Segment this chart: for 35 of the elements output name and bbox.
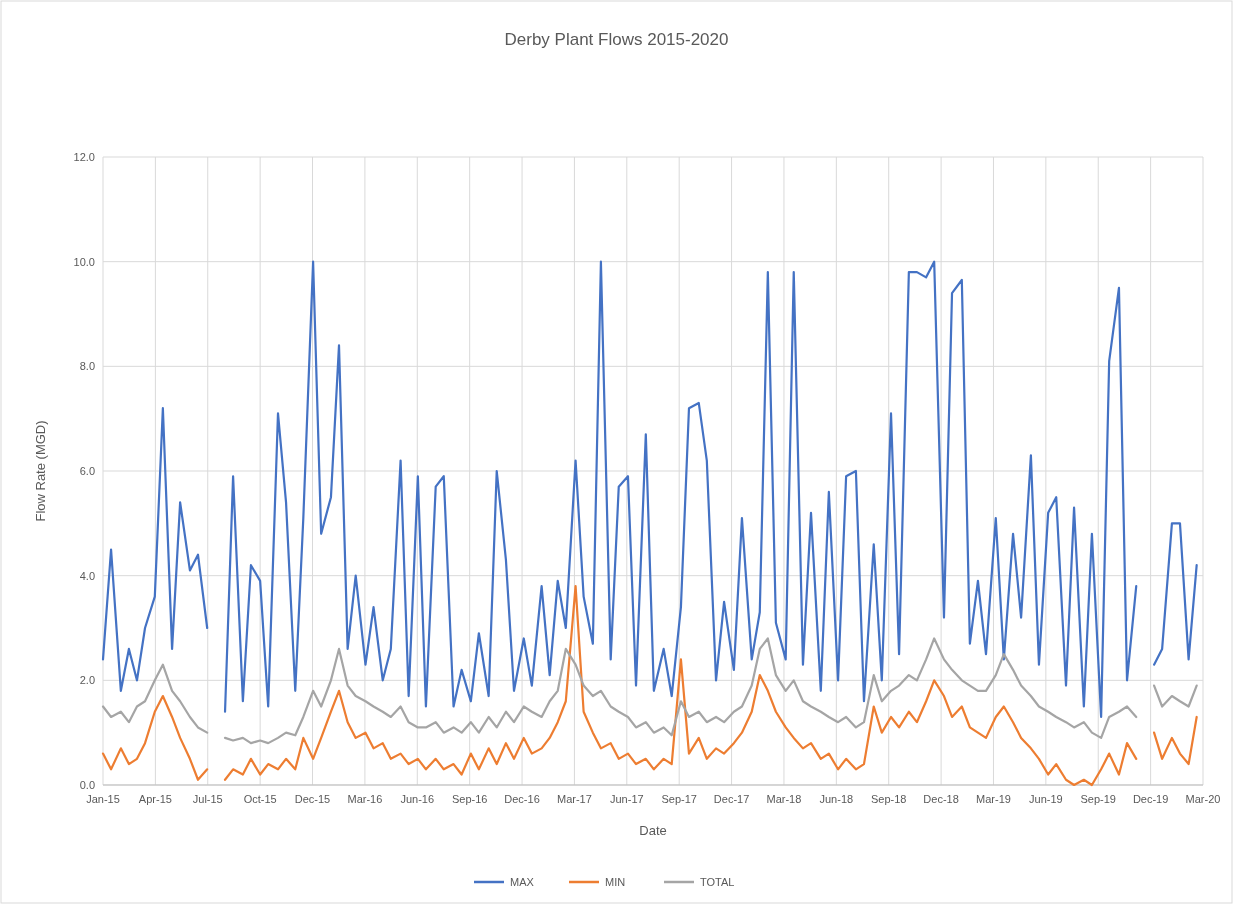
x-tick-label: Dec-15 [294, 793, 331, 805]
x-tick-label: Jun-19 [1029, 793, 1063, 805]
x-tick-label: Dec-18 [923, 793, 959, 805]
x-tick-label: Jul-15 [192, 793, 223, 805]
x-tick-label: Sep-18 [870, 793, 907, 805]
x-tick-label: Mar-18 [766, 793, 802, 805]
x-tick-label: Dec-16 [504, 793, 540, 805]
x-tick-label: Sep-16 [451, 793, 488, 805]
x-tick-label: Mar-17 [557, 793, 592, 805]
y-tick-label: 6.0 [79, 464, 95, 477]
y-tick-label: 4.0 [79, 569, 95, 582]
x-axis-title: Date [639, 823, 667, 838]
x-tick-label: Jun-17 [609, 793, 644, 805]
chart-title: Derby Plant Flows 2015-2020 [504, 30, 729, 49]
y-tick-label: 10.0 [73, 255, 95, 268]
x-tick-label: Apr-15 [138, 793, 172, 805]
x-tick-label: Jun-16 [400, 793, 435, 805]
y-axis-title: Flow Rate (MGD) [33, 420, 48, 522]
x-tick-label: Sep-19 [1080, 793, 1116, 805]
x-tick-label: Dec-19 [1132, 793, 1169, 805]
x-tick-label: Mar-19 [976, 793, 1011, 805]
y-tick-label: 2.0 [79, 674, 95, 687]
legend-label: MIN [605, 875, 626, 888]
x-tick-label: Mar-20 [1185, 793, 1221, 805]
x-tick-label: Sep-17 [661, 793, 697, 805]
x-tick-label: Jun-18 [819, 793, 854, 805]
x-tick-label: Dec-17 [713, 793, 750, 805]
legend-label: TOTAL [700, 875, 735, 888]
y-tick-label: 12.0 [73, 150, 95, 163]
legend-label: MAX [510, 875, 535, 888]
y-tick-label: 8.0 [79, 360, 95, 373]
y-tick-label: 0.0 [79, 778, 95, 791]
x-tick-label: Oct-15 [243, 793, 277, 805]
x-tick-label: Mar-16 [347, 793, 383, 805]
x-tick-label: Jan-15 [86, 793, 120, 805]
